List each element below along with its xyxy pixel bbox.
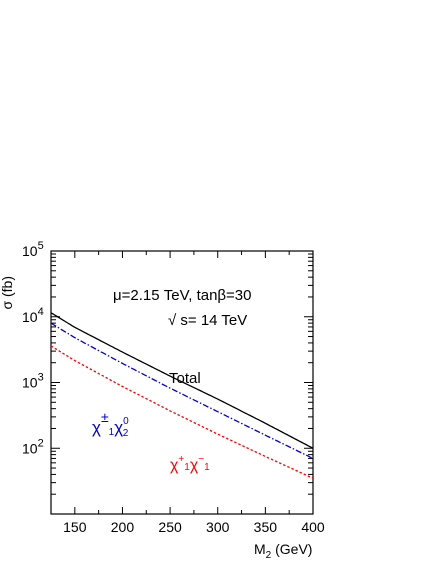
label-sub-d: 1 [204,462,210,473]
label-sup-d: − [198,454,204,465]
label-sup-b: 0 [123,416,129,427]
label-chi-b: χ [114,418,123,437]
label-chi-d: χ [190,457,199,474]
x-axis-label-unit: (GeV) [271,541,312,557]
label-sup-a: ± [101,409,109,425]
x-tick-label: 150 [63,519,87,535]
x-tick-label: 300 [206,519,230,535]
x-tick-label: 200 [111,519,135,535]
x-axis-label: M2 (GeV) [254,541,312,561]
series-label-chi-plus-minus: χ+1χ−1 [170,454,210,474]
x-tick-label: 250 [158,519,182,535]
y-tick-label: 104 [22,306,44,325]
series-lines [50,312,314,479]
label-sup-c: + [178,454,184,465]
series-line-2 [50,345,314,479]
label-sub-a: 1 [109,427,115,438]
series-label-total: Total [169,370,201,387]
x-tick-label: 400 [301,519,325,535]
x-axis-label-main: M [254,541,266,557]
y-tick-label: 105 [22,240,44,259]
series-label-chi-pm-chi0: χ±1χ0 2 [92,409,129,439]
y-tick-label: 103 [22,372,44,391]
label-sub-c: 1 [184,462,190,473]
energy-annotation: √ s= 14 TeV [168,312,247,329]
y-axis-label: σ (fb) [0,276,15,310]
y-tick-label: 102 [22,437,44,456]
label-chi-a: χ [92,418,101,437]
label-chi-c: χ [170,457,179,474]
x-tick-label: 350 [254,519,278,535]
param-annotation: μ=2.15 TeV, tanβ=30 [113,287,252,304]
series-line-0 [50,312,314,449]
x-axis-label-sub: 2 [266,550,272,561]
series-line-1 [50,322,314,459]
label-sub-b: 2 [123,428,129,439]
